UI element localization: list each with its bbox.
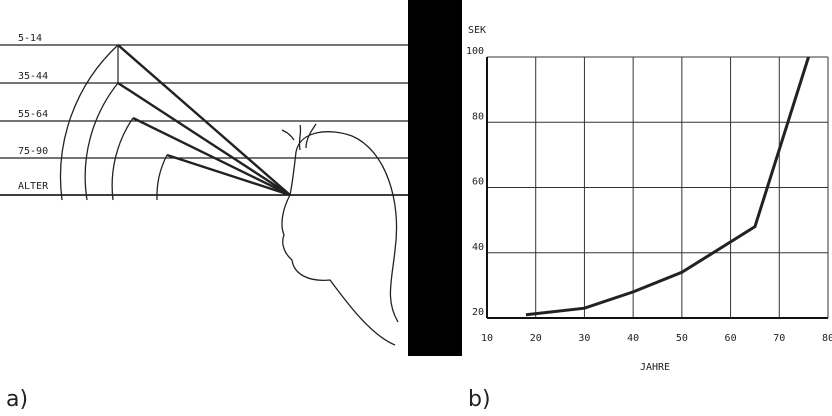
panel-label: a)	[6, 387, 28, 412]
y-tick-label: 100	[466, 46, 484, 57]
y-tick-label: 40	[472, 242, 484, 253]
y-tick-label: 20	[472, 307, 484, 318]
figure: 5-14 35-44 55-64 75-90 ALTER a) b) SEK J…	[0, 0, 832, 416]
age-label: 5-14	[18, 33, 42, 44]
y-axis-label: SEK	[468, 25, 486, 36]
divider	[408, 0, 462, 356]
x-tick-label: 70	[773, 333, 785, 344]
panel-label: b)	[468, 387, 491, 412]
age-label: 55-64	[18, 109, 48, 120]
age-label: ALTER	[18, 181, 49, 192]
y-tick-label: 80	[472, 111, 484, 122]
x-tick-label: 40	[627, 333, 639, 344]
x-tick-label: 20	[530, 333, 542, 344]
x-tick-label: 10	[481, 333, 493, 344]
x-tick-label: 30	[578, 333, 590, 344]
x-tick-label: 50	[676, 333, 688, 344]
x-tick-label: 60	[725, 333, 737, 344]
age-label: 75-90	[18, 146, 48, 157]
age-label: 35-44	[18, 71, 48, 82]
x-axis-label: JAHRE	[640, 362, 670, 373]
x-tick-label: 80	[822, 333, 832, 344]
y-tick-label: 60	[472, 177, 484, 188]
